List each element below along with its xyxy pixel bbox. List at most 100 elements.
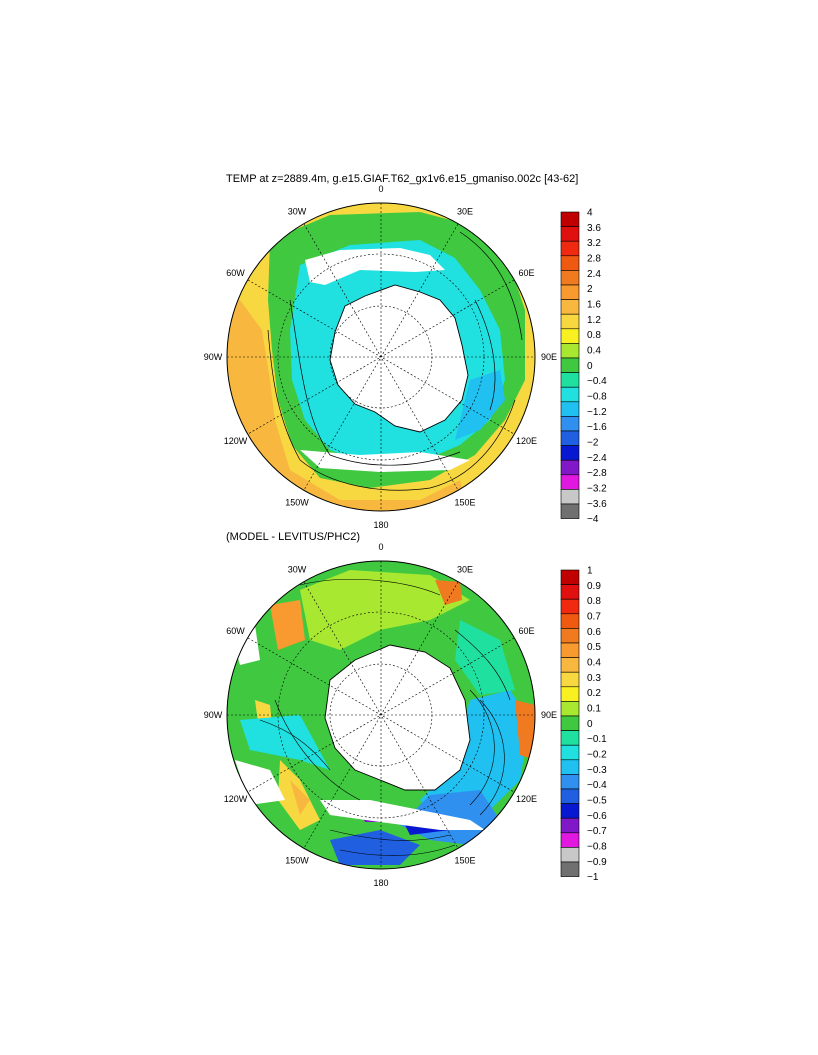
longitude-label: 150E (454, 498, 475, 508)
colorbar-swatch (560, 803, 580, 819)
longitude-label: 120W (224, 436, 248, 446)
colorbar-swatch (560, 715, 580, 731)
colorbar-swatch (560, 759, 580, 775)
colorbar: 4 3.6 3.2 2.8 2.4 2 1.6 1.2 0.8 0.4 0 −0.4 −0.8 −1.2 −… (560, 208, 607, 525)
colorbar-label: −2.4 (587, 453, 607, 464)
colorbar-swatch (560, 299, 580, 315)
colorbar-label: 2 (587, 284, 593, 295)
colorbar-label: 0.4 (587, 658, 601, 669)
colorbar-label: 1 (587, 566, 593, 577)
colorbar-swatch (560, 598, 580, 615)
longitude-label: 0 (378, 184, 383, 194)
longitude-label: 30W (288, 207, 307, 217)
colorbar-label: −1.6 (587, 422, 607, 433)
contour-line (274, 699, 361, 801)
colorbar-swatch (560, 445, 580, 461)
colorbar-label: 4 (587, 208, 593, 219)
colorbar-label: −1 (587, 872, 599, 883)
colorbar-swatch (560, 489, 580, 505)
contour-line (459, 231, 523, 341)
colorbar-swatch (560, 284, 580, 300)
colorbar-swatch (560, 474, 580, 490)
longitude-labels: 0 30E 60E 90E 120E 150E 180 150W 120W 90W 60W 30W (204, 184, 557, 530)
colorbar-swatch (560, 584, 580, 600)
colorbar-label: 1.6 (587, 300, 601, 311)
colorbar-swatch (560, 832, 580, 848)
warm-rim-region (227, 300, 470, 511)
colorbar-swatch (560, 657, 580, 673)
negative-anomaly-region (420, 690, 530, 820)
colorbar-label: 0.8 (587, 330, 601, 341)
positive-anomaly-region (270, 600, 305, 650)
graticule (227, 561, 535, 869)
colorbar-swatch (560, 416, 580, 432)
colorbar-swatch (560, 613, 580, 629)
colorbar-label: −0.8 (587, 392, 607, 403)
colorbar-swatch (560, 459, 580, 476)
contour-line (479, 699, 505, 816)
colorbar-swatch (560, 270, 580, 286)
colorbar-swatch (560, 628, 580, 644)
map-boundary (226, 202, 536, 512)
longitude-label: 60E (518, 626, 534, 636)
colorbar-swatch (560, 313, 580, 330)
colorbar-label: −3.2 (587, 483, 607, 494)
colorbar-label: 2.8 (587, 254, 601, 265)
contour-line (329, 829, 451, 841)
negative-anomaly-region (330, 830, 420, 865)
colorbar-label: 3.6 (587, 223, 601, 234)
colorbar-label: −2.8 (587, 468, 607, 479)
colorbar-label: −0.2 (587, 750, 607, 761)
longitude-label: 30E (457, 207, 473, 217)
colorbar-swatch (560, 642, 580, 658)
panel-temperature: TEMP at z=2889.4m, g.e15.GIAF.T62_gx1v6.… (204, 173, 607, 530)
positive-anomaly-region (290, 780, 310, 815)
colorbar-label: −3.6 (587, 499, 607, 510)
longitude-label: 180 (373, 878, 388, 888)
colorbar-swatch (560, 817, 580, 834)
antarctica-landmass (324, 644, 471, 791)
contour-line (474, 299, 496, 411)
longitude-label: 30E (457, 565, 473, 575)
polar-map (227, 203, 535, 511)
contour-line (259, 719, 331, 771)
colorbar-swatch (560, 569, 580, 585)
contour-line (454, 629, 511, 701)
colorbar-swatch (560, 671, 580, 688)
negative-anomaly-region (240, 715, 330, 770)
longitude-label: 0 (378, 542, 383, 552)
colorbar-swatch (560, 386, 580, 403)
colorbar-label: −0.9 (587, 857, 607, 868)
contour-line (469, 689, 495, 806)
longitude-label: 150W (285, 498, 309, 508)
longitude-label: 60W (226, 268, 245, 278)
longitude-label: 150W (285, 856, 309, 866)
longitude-label: 90W (204, 352, 223, 362)
colorbar-label: 2.4 (587, 269, 601, 280)
longitude-label: 30W (288, 565, 307, 575)
colorbar-label: −4 (587, 514, 599, 525)
longitude-labels: 0 30E 60E 90E 120E 150E 180 150W 120W 90W 60W 30W (204, 542, 557, 888)
longitude-label: 180 (373, 520, 388, 530)
colorbar-swatch (560, 686, 580, 702)
longitude-label: 60W (226, 626, 245, 636)
colorbar: 1 0.9 0.8 0.7 0.6 0.5 0.4 0.3 0.2 0.1 0 −0.1 −0.2 −0.… (560, 566, 607, 883)
colorbar-swatch (560, 255, 580, 271)
colorbar-swatch (560, 430, 580, 446)
longitude-label: 60E (518, 268, 534, 278)
contour-line (289, 299, 461, 466)
longitude-label: 120E (516, 436, 537, 446)
colorbar-label: 0 (587, 719, 593, 730)
longitude-label: 90E (541, 352, 557, 362)
colorbar-swatch (560, 226, 580, 242)
colorbar-label: −0.1 (587, 734, 607, 745)
longitude-label: 120E (516, 794, 537, 804)
contour-line (267, 329, 516, 491)
colorbar-label: 0.3 (587, 673, 601, 684)
masked-region (305, 248, 445, 285)
colorbar-swatch (560, 861, 580, 877)
longitude-label: 150E (454, 856, 475, 866)
contour-line (299, 578, 441, 596)
colorbar-label: 0.8 (587, 596, 601, 607)
